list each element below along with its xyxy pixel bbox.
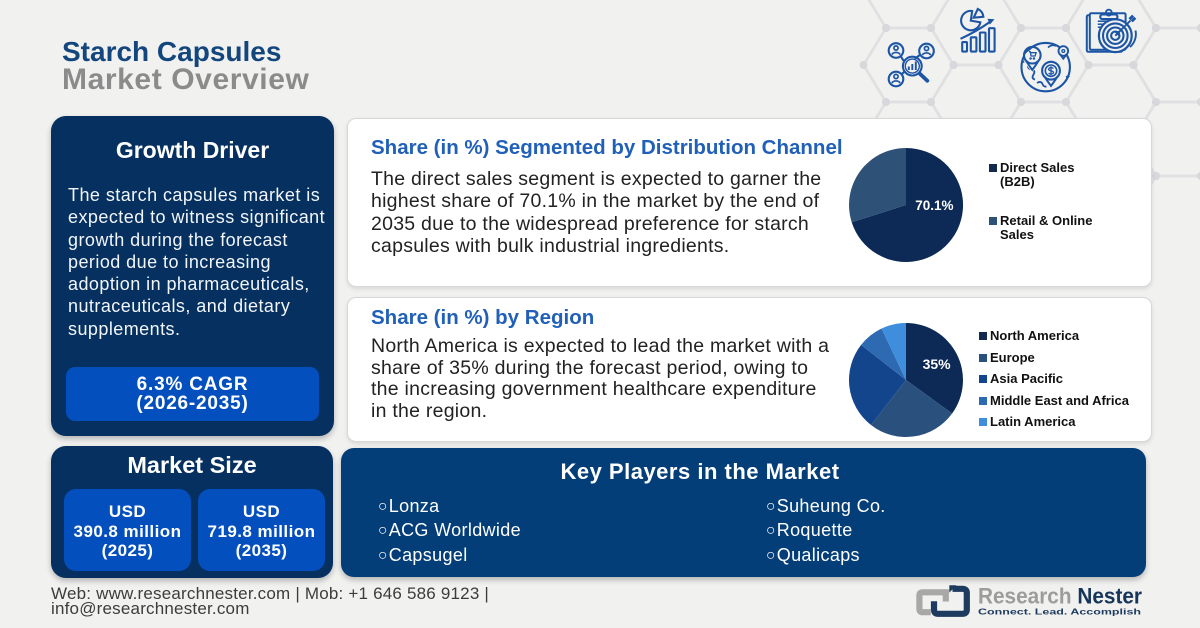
svg-text:70.1%: 70.1% (915, 198, 953, 213)
svg-text:Connect. Lead. Accomplish: Connect. Lead. Accomplish (978, 608, 1141, 617)
svg-text:Research Nester: Research Nester (978, 584, 1142, 609)
svg-text:35%: 35% (923, 356, 952, 372)
